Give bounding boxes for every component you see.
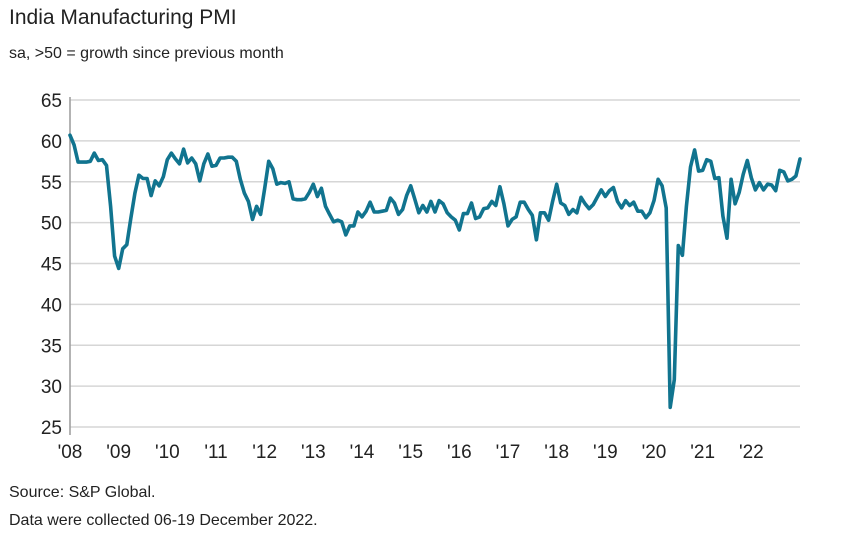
y-tick-label: 35: [41, 336, 62, 357]
y-tick-label: 30: [41, 377, 62, 398]
pmi-series-line: [68, 133, 802, 410]
x-tick-label: '21: [690, 442, 715, 463]
y-tick-label: 40: [41, 295, 62, 316]
y-tick-label: 65: [41, 91, 62, 112]
x-tick-label: '18: [544, 442, 569, 463]
chart-subtitle: sa, >50 = growth since previous month: [9, 45, 284, 62]
x-tick-label: '20: [642, 442, 667, 463]
x-tick-label: '17: [496, 442, 521, 463]
y-tick-label: 55: [41, 173, 62, 194]
chart-title: India Manufacturing PMI: [9, 6, 237, 29]
x-tick-label: '15: [398, 442, 423, 463]
collection-note: Data were collected 06-19 December 2022.: [9, 512, 318, 529]
x-tick-label: '13: [301, 442, 326, 463]
y-tick-label: 45: [41, 255, 62, 276]
y-tick-label: 50: [41, 214, 62, 235]
y-tick-label: 25: [41, 418, 62, 439]
x-tick-label: '10: [155, 442, 180, 463]
source-note: Source: S&P Global.: [9, 484, 156, 501]
x-tick-label: '12: [252, 442, 277, 463]
x-tick-label: '11: [204, 442, 227, 463]
x-tick-label: '08: [58, 442, 83, 463]
x-tick-label: '14: [350, 442, 375, 463]
x-tick-label: '19: [593, 442, 618, 463]
x-tick-label: '16: [447, 442, 472, 463]
y-tick-label: 60: [41, 132, 62, 153]
x-tick-label: '09: [106, 442, 131, 463]
x-tick-label: '22: [739, 442, 764, 463]
